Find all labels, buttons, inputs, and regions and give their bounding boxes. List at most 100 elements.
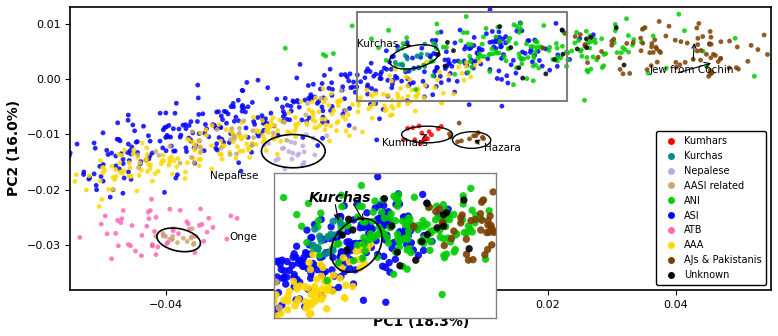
Point	[305, 311, 317, 316]
Point	[167, 228, 180, 234]
Point	[157, 158, 170, 163]
Point	[461, 63, 473, 68]
Point	[634, 36, 647, 41]
Point	[233, 149, 246, 154]
Point	[372, 232, 384, 237]
Point	[342, 248, 355, 253]
Point	[537, 45, 549, 51]
Point	[215, 138, 227, 144]
Point	[386, 246, 398, 251]
Point	[320, 96, 332, 102]
Point	[82, 176, 95, 182]
Point	[180, 219, 193, 224]
Point	[485, 225, 498, 230]
Point	[382, 217, 394, 222]
Point	[391, 47, 404, 53]
Point	[314, 236, 327, 241]
Point	[270, 292, 282, 297]
Point	[218, 143, 230, 149]
Point	[399, 68, 412, 73]
Point	[268, 294, 281, 299]
Point	[258, 119, 271, 124]
Point	[421, 201, 433, 206]
Point	[312, 290, 324, 295]
Point	[262, 141, 275, 146]
Point	[284, 130, 296, 135]
Point	[446, 64, 458, 69]
Point	[337, 112, 349, 117]
Point	[194, 206, 207, 212]
Point	[314, 95, 327, 101]
Point	[163, 143, 176, 149]
Point	[339, 72, 352, 77]
Point	[274, 117, 286, 123]
Point	[449, 72, 461, 77]
Point	[301, 101, 314, 106]
Point	[135, 167, 148, 173]
Point	[496, 77, 508, 82]
Point	[461, 30, 474, 35]
Point	[424, 53, 436, 59]
Point	[127, 151, 139, 157]
Point	[301, 304, 314, 310]
Point	[508, 22, 520, 28]
Point	[215, 113, 227, 119]
Point	[431, 225, 443, 230]
Point	[325, 224, 338, 229]
Point	[302, 286, 314, 291]
Point	[268, 136, 280, 142]
Point	[345, 85, 357, 90]
Point	[654, 49, 666, 54]
Point	[168, 158, 180, 163]
Point	[146, 243, 159, 249]
Point	[366, 116, 378, 121]
Point	[580, 29, 593, 34]
Point	[167, 126, 180, 131]
Point	[440, 45, 453, 50]
Point	[426, 73, 439, 78]
Point	[271, 279, 283, 284]
Point	[205, 166, 218, 172]
Point	[78, 169, 90, 175]
Point	[482, 218, 494, 223]
Point	[367, 101, 380, 107]
Point	[369, 198, 381, 204]
Point	[536, 64, 548, 69]
Point	[412, 253, 425, 258]
Point	[429, 217, 442, 222]
Point	[247, 115, 260, 120]
Point	[418, 95, 430, 100]
Point	[499, 40, 512, 46]
Point	[185, 155, 198, 160]
Point	[258, 143, 270, 148]
Point	[359, 239, 371, 245]
Point	[328, 242, 341, 248]
Point	[279, 166, 291, 172]
Point	[328, 233, 341, 238]
Point	[333, 241, 345, 246]
Point	[306, 235, 318, 240]
Point	[97, 165, 110, 170]
Point	[440, 210, 453, 215]
Point	[645, 44, 657, 50]
Point	[383, 260, 395, 265]
Point	[440, 224, 452, 229]
Point	[211, 109, 223, 115]
Point	[141, 152, 153, 157]
Point	[149, 229, 161, 234]
Point	[516, 49, 528, 55]
Point	[614, 55, 626, 60]
Point	[319, 251, 331, 256]
Point	[402, 213, 415, 219]
Point	[478, 54, 490, 59]
Point	[187, 139, 199, 145]
Point	[282, 149, 295, 154]
Point	[393, 100, 405, 105]
Point	[97, 178, 110, 184]
Point	[335, 232, 347, 238]
Point	[161, 133, 173, 138]
Point	[288, 272, 300, 277]
Point	[174, 208, 187, 213]
Point	[435, 80, 447, 85]
Point	[244, 155, 256, 160]
